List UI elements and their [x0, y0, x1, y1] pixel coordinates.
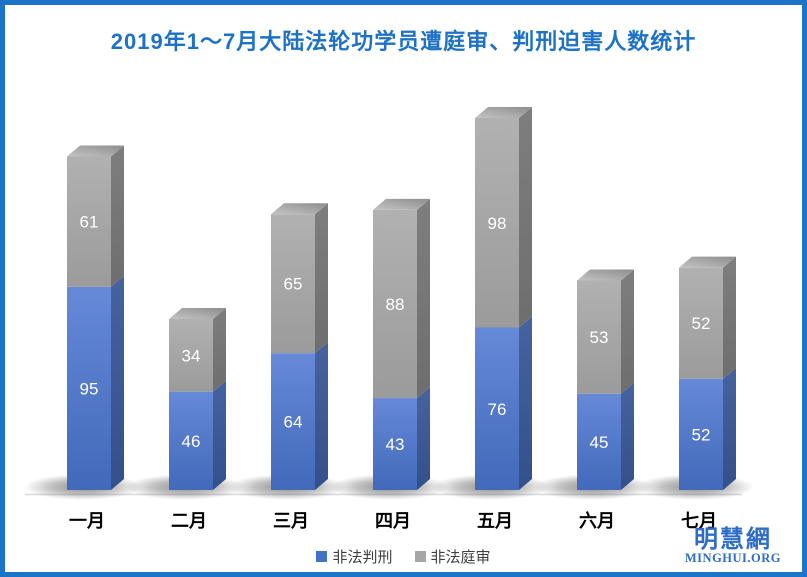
value-label-trial: 98 [488, 214, 507, 233]
chart-title: 2019年1～7月大陆法轮功学员遭庭审、判刑迫害人数统计 [110, 29, 697, 54]
legend-item-sentenced: 非法判刑 [316, 546, 393, 567]
legend-label-sentenced: 非法判刑 [332, 549, 393, 566]
bar-二月: 46 34 [169, 307, 226, 490]
value-label-sentenced: 64 [284, 413, 303, 432]
bar-六月: 45 53 [577, 269, 634, 490]
legend-swatch-blue-icon [316, 551, 328, 562]
value-label-sentenced: 76 [488, 400, 507, 419]
bar-四月: 43 88 [373, 198, 430, 490]
x-axis-label-3: 三月 [273, 511, 309, 531]
legend-item-trial: 非法庭审 [414, 546, 491, 567]
bar-七月: 52 52 [679, 256, 736, 490]
bar-五月: 76 98 [475, 106, 532, 490]
legend-swatch-gray-icon [414, 551, 426, 562]
x-axis-label-7: 七月 [681, 511, 717, 531]
value-label-sentenced: 52 [692, 425, 711, 444]
x-axis-label-5: 五月 [477, 511, 513, 531]
value-label-sentenced: 43 [386, 435, 405, 454]
bar-三月: 64 65 [271, 203, 328, 490]
value-label-trial: 65 [284, 275, 303, 294]
minghui-logo-en: MINGHUI.ORG [684, 551, 781, 566]
x-axis-label-2: 二月 [171, 511, 207, 531]
bar-一月: 95 61 [67, 145, 124, 490]
value-label-sentenced: 95 [80, 379, 99, 398]
value-label-sentenced: 46 [182, 432, 201, 451]
legend-label-trial: 非法庭审 [430, 549, 491, 566]
value-label-trial: 34 [182, 346, 201, 365]
minghui-watermark: 明慧網 MINGHUI.ORG [685, 527, 781, 565]
value-label-trial: 61 [80, 213, 99, 232]
value-label-trial: 88 [386, 295, 405, 314]
x-axis-label-4: 四月 [375, 511, 411, 531]
x-axis-label-1: 一月 [69, 511, 105, 531]
x-axis-label-6: 六月 [579, 511, 615, 531]
minghui-logo-cn: 明慧網 [693, 526, 772, 553]
value-label-sentenced: 45 [590, 433, 609, 452]
legend: 非法判刑 非法庭审 [5, 546, 802, 567]
value-label-trial: 52 [692, 314, 711, 333]
stacked-bar-chart: 95 61 46 34 64 65 43 88 76 98 45 53 52 52 [24, 106, 754, 500]
value-label-trial: 53 [590, 328, 609, 347]
